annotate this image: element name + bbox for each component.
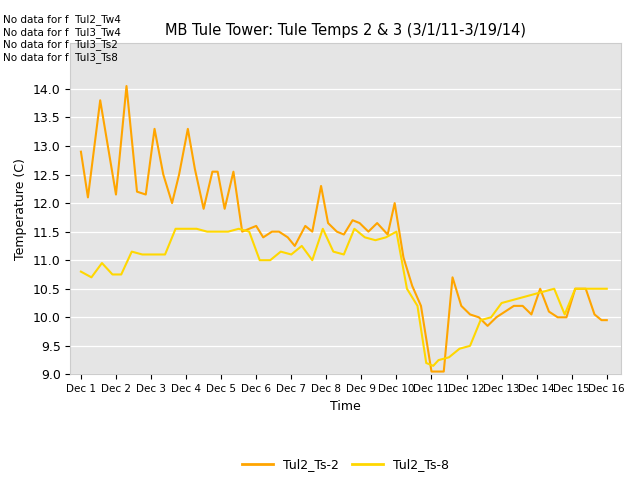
Tul2_Ts-2 [142,192,150,197]
Tul2_Ts-8 [429,363,437,369]
Tul2_Ts-8 [435,357,442,363]
X-axis label: Time: Time [330,400,361,413]
Tul2_Ts-2 [340,232,348,238]
Tul2_Ts-8 [117,272,125,277]
Tul2_Ts-8 [372,237,380,243]
Y-axis label: Temperature (C): Temperature (C) [14,158,28,260]
Line: Tul2_Ts-2: Tul2_Ts-2 [81,86,607,372]
Tul2_Ts-2 [554,314,561,320]
Tul2_Ts-2 [399,254,407,260]
Line: Tul2_Ts-8: Tul2_Ts-8 [81,229,607,366]
Tul2_Ts-2 [77,149,84,155]
Tul2_Ts-8 [603,286,611,292]
Tul2_Ts-2 [428,369,435,374]
Tul2_Ts-2 [603,317,611,323]
Tul2_Ts-8 [172,226,179,232]
Tul2_Ts-8 [77,269,84,275]
Tul2_Ts-8 [413,303,421,309]
Legend: Tul2_Ts-2, Tul2_Ts-8: Tul2_Ts-2, Tul2_Ts-8 [237,454,454,477]
Text: No data for f  Tul2_Tw4
No data for f  Tul3_Tw4
No data for f  Tul3_Ts2
No data : No data for f Tul2_Tw4 No data for f Tul… [3,14,121,63]
Tul2_Ts-2 [200,206,207,212]
Tul2_Ts-2 [123,83,131,89]
Tul2_Ts-8 [277,249,285,254]
Tul2_Ts-2 [230,169,237,175]
Tul2_Ts-8 [340,252,348,257]
Title: MB Tule Tower: Tule Temps 2 & 3 (3/1/11-3/19/14): MB Tule Tower: Tule Temps 2 & 3 (3/1/11-… [165,23,526,38]
